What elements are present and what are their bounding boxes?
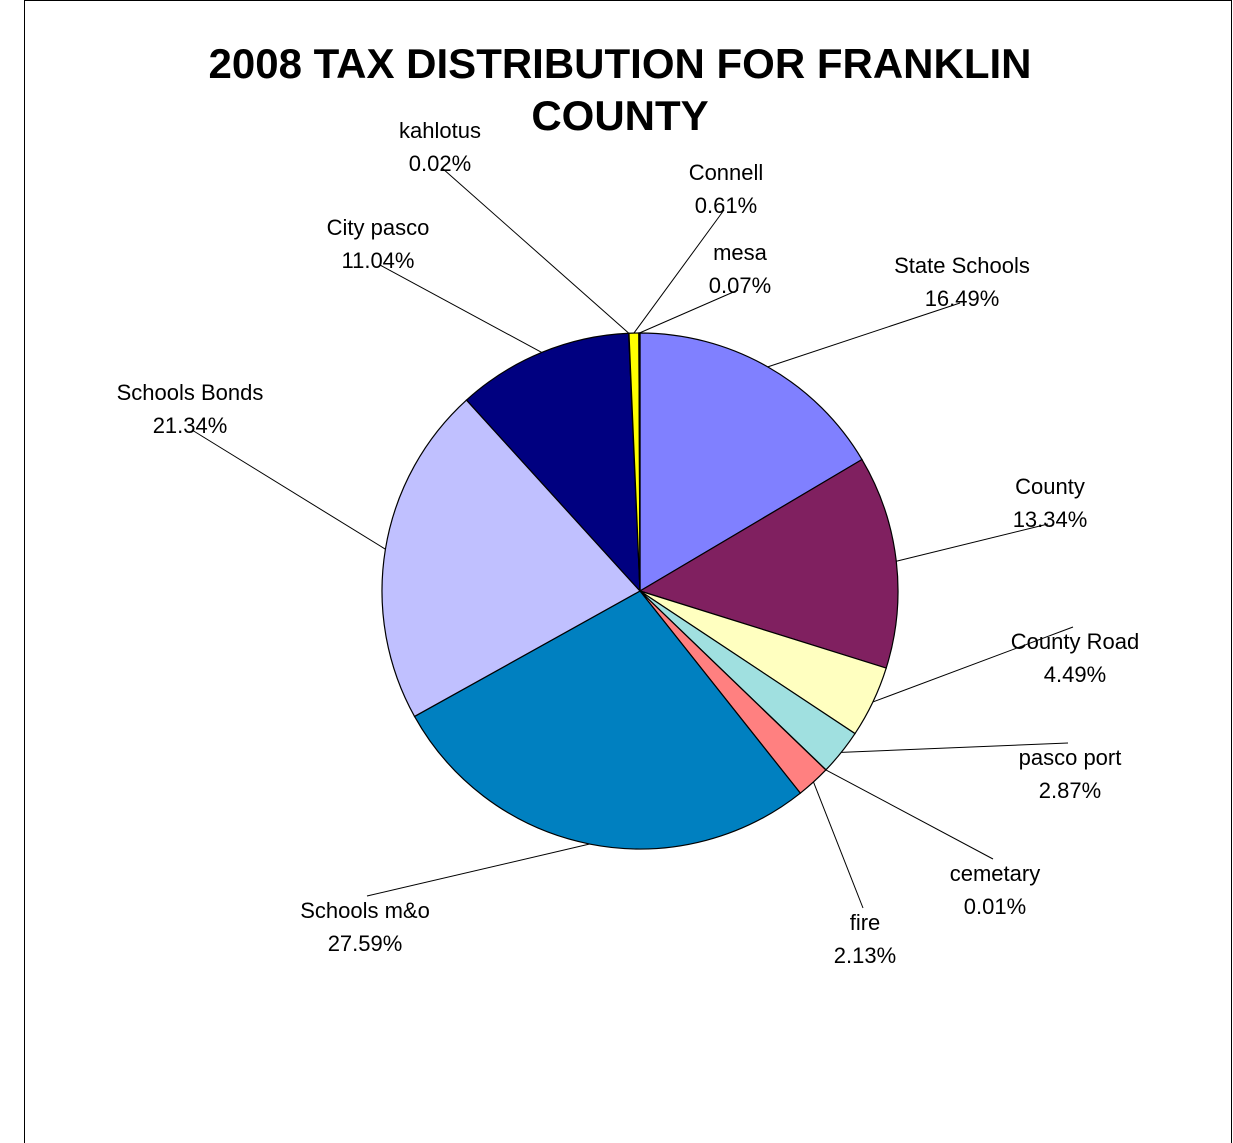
pie-slice-county [638, 458, 899, 669]
slice-label-cemetary: cemetary [950, 861, 1040, 886]
slice-label-mesa: mesa [713, 240, 768, 265]
slice-percent-county: 13.34% [1013, 507, 1088, 532]
slice-label-connell: Connell [689, 160, 764, 185]
leader-line-connell [633, 209, 725, 334]
leader-line-schools-m-o [366, 843, 590, 897]
slice-percent-fire: 2.13% [834, 943, 896, 968]
slice-label-pasco-port: pasco port [1019, 745, 1122, 770]
leader-line-county [896, 523, 1049, 562]
slice-percent-connell: 0.61% [695, 193, 757, 218]
slice-percent-city-pasco: 11.04% [342, 248, 415, 273]
pie-slice-city-pasco [465, 332, 641, 593]
slice-label-county-road: County Road [1011, 629, 1139, 654]
slice-label-fire: fire [850, 910, 881, 935]
leader-line-state-schools [767, 302, 961, 368]
chart-title: 2008 TAX DISTRIBUTION FOR FRANKLIN COUNT… [208, 40, 1032, 139]
slice-label-schools-m-o: Schools m&o [300, 898, 430, 923]
slice-percent-schools-m-o: 27.59% [328, 931, 403, 956]
slice-percent-county-road: 4.49% [1044, 662, 1106, 687]
slice-label-schools-bonds: Schools Bonds [117, 380, 264, 405]
slice-percent-mesa: 0.07% [709, 273, 771, 298]
leader-line-schools-bonds [191, 429, 386, 550]
slice-percent-cemetary: 0.01% [964, 894, 1026, 919]
slice-percent-kahlotus: 0.02% [409, 151, 471, 176]
leader-line-cemetary [825, 769, 994, 860]
leader-line-city-pasco [379, 264, 542, 353]
slice-label-kahlotus: kahlotus [399, 118, 481, 143]
slice-percent-pasco-port: 2.87% [1039, 778, 1101, 803]
chart-frame [24, 0, 1232, 1143]
leader-line-mesa [639, 289, 739, 334]
slice-label-city-pasco: City pasco [327, 215, 430, 240]
slice-label-county: County [1015, 474, 1085, 499]
slice-percent-schools-bonds: 21.34% [153, 413, 228, 438]
leader-line-kahlotus [441, 167, 630, 334]
leader-line-pasco-port [841, 742, 1069, 753]
leader-line-fire [812, 781, 864, 909]
leader-line-county-road [872, 626, 1074, 703]
slice-label-state-schools: State Schools [894, 253, 1030, 278]
slice-percent-state-schools: 16.49% [925, 286, 1000, 311]
